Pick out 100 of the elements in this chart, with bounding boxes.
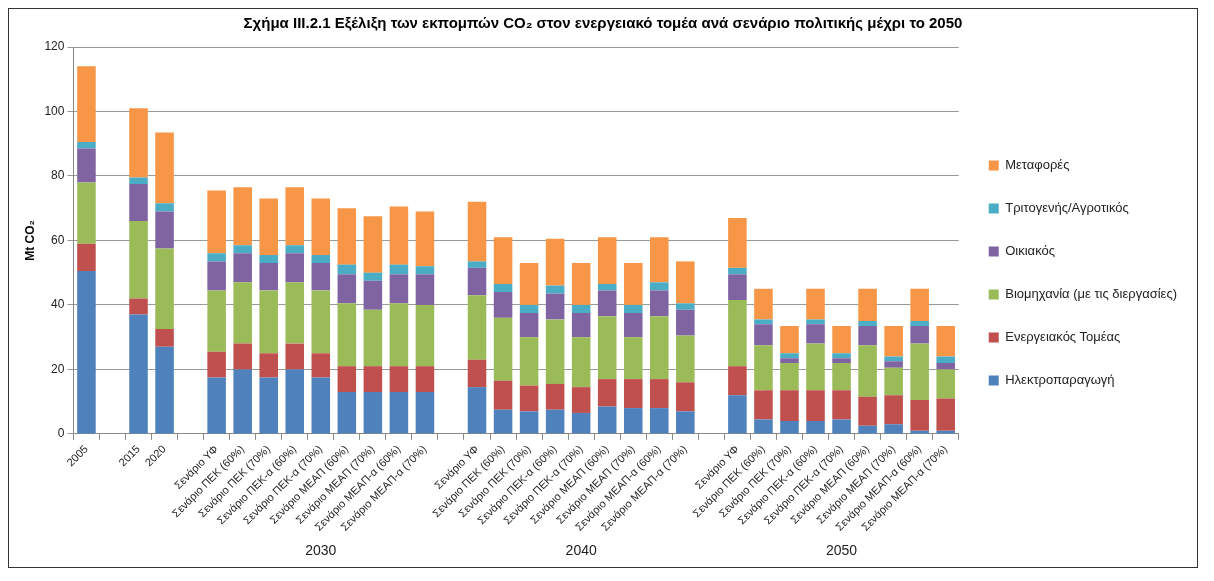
bar [597,406,617,434]
bar [389,206,409,265]
bar [129,298,148,315]
bar [77,148,96,183]
legend-label: Τριτογενής/Αγροτικός [1005,200,1129,216]
bar [207,261,226,291]
bar [545,238,565,286]
y-tick-label: 20 [51,361,65,376]
bar [650,290,669,317]
bar [571,387,591,413]
bar [832,362,851,391]
bar [650,408,669,434]
legend-label: Βιομηχανία (με τις διεργασίες) [1005,286,1178,302]
bar [233,343,252,370]
legend-label: Οικιακός [1005,243,1055,259]
bar [623,337,643,380]
bar [858,425,877,434]
bar [623,379,643,409]
bar [519,312,539,338]
bar [806,324,825,344]
bar [415,304,435,367]
bar [285,343,305,370]
bar [806,343,825,391]
bar [337,208,357,265]
bar [493,237,513,284]
bar [233,282,252,344]
bar [77,271,96,434]
bar [363,216,383,273]
bar [467,267,487,296]
bar [155,203,174,212]
bar [545,319,565,384]
bar [233,187,252,246]
bar [467,295,487,360]
bar [493,409,513,434]
text: 2050 [825,542,858,558]
bar [337,303,357,367]
bar [415,391,435,434]
bar [545,383,565,410]
y-tick-label: 100 [44,103,65,118]
bar [806,288,825,320]
bar [728,274,747,301]
bar [754,319,773,325]
bar [832,390,851,420]
bar [676,335,695,383]
bar [493,317,513,381]
chart-title: Σχήμα ΙΙΙ.2.1 Εξέλιξη των εκπομπών CO₂ στον ενεργειακό τομέα ανά σενάριο πολιτικής μέχρι το 2050 [243,14,963,32]
bar [910,321,929,326]
bar [832,325,851,354]
legend-label: Ηλεκτροπαραγωγή [1005,372,1115,388]
bar [467,387,487,434]
bar [754,390,773,420]
bar [467,201,487,262]
bar [597,283,617,291]
bar [363,309,383,367]
bar [858,321,877,326]
bar [623,263,643,305]
bar [285,369,305,434]
bar [623,304,643,313]
bar [285,282,305,344]
bar [129,177,148,185]
bar [780,358,799,363]
bar [597,290,617,317]
bar [337,274,357,304]
bar [571,412,591,434]
bar [129,314,148,434]
bar [728,366,747,396]
y-tick-label: 120 [44,39,65,54]
bar [467,359,487,388]
bar [728,217,747,268]
bar [884,367,903,396]
bar [285,245,305,254]
legend-label: Μεταφορές [1005,157,1070,173]
y-tick-label: 80 [51,168,65,183]
bar [389,303,409,367]
bar [519,304,539,313]
bar [337,366,357,392]
bar [597,237,617,284]
bar [389,391,409,434]
bar [155,132,174,204]
bar [910,400,929,431]
bar [77,142,96,149]
bar [676,261,695,304]
bar [780,353,799,359]
bar [571,263,591,305]
bar [884,325,903,357]
bar [858,325,877,346]
bar [806,421,825,434]
bar [155,211,174,249]
bar [259,254,278,264]
bar [415,366,435,392]
bar [363,272,383,281]
bar [806,390,825,421]
bar [311,377,331,434]
bar [754,345,773,391]
bar [77,243,96,272]
bar [571,304,591,313]
bar [155,346,174,434]
bar [754,324,773,346]
bar [233,253,252,283]
bar [650,316,669,380]
